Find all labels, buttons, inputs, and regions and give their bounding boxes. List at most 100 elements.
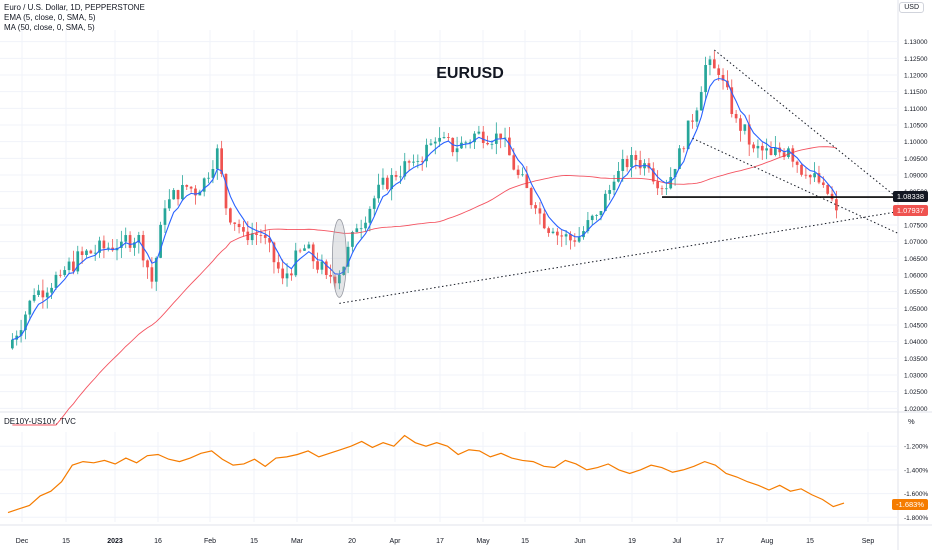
time-tick-label: 17 [716,538,724,545]
candle [630,146,633,178]
time-tick-label: 17 [436,538,444,545]
candle-body [276,262,280,269]
candle [72,250,75,275]
candle-body [547,228,550,233]
time-tick-label: Apr [390,538,402,545]
candle [774,136,777,157]
candle [582,226,585,240]
candle-body [438,137,441,142]
price-tick-label: 1.10500 [904,123,928,130]
price-tick-label: 1.10000 [904,139,928,146]
candle [678,145,681,170]
candle [85,249,88,258]
candle-body [433,141,437,144]
candle-body [712,59,716,69]
candle [760,142,764,160]
candle [346,241,350,274]
price-tick-label: 1.03000 [904,373,928,380]
candle [189,186,193,193]
candle-body [538,208,542,214]
spread-value-badge: -1.683% [892,499,928,511]
candle-body [499,133,503,139]
candle-body [320,261,324,270]
candle-body [752,144,755,149]
candle-body [150,267,154,282]
candle-body [774,147,777,155]
candle [551,227,555,235]
candle-body [756,145,760,149]
candle [133,237,136,256]
time-tick-label: Jun [574,538,585,545]
candle [329,264,332,284]
candle-body [708,59,712,65]
price-tick-label: 1.11000 [904,106,927,113]
candle-body [603,193,607,211]
candle-body [290,273,293,276]
candle [351,230,354,252]
candle-body [608,190,612,194]
candle [146,259,149,279]
candle [564,230,568,246]
candle [224,173,228,215]
candle [320,254,324,275]
time-tick-label: Sep [862,538,875,545]
candle-body [460,142,463,149]
candle-body [399,176,402,178]
candle [159,221,162,259]
candle [529,186,533,209]
candle-body [19,330,23,336]
candle [595,214,598,221]
candle [603,190,607,212]
candle [307,241,311,249]
candle-body [120,241,123,248]
candle-body [255,233,258,235]
candle-body [669,177,673,189]
candle-body [782,152,786,158]
candle [137,231,141,254]
candle-body [215,148,219,169]
sub-unit-label: % [908,417,915,426]
candle [76,245,80,275]
candle [412,154,415,167]
highlight-ellipse [331,218,347,298]
candle-body [582,231,585,238]
candle-body [787,148,790,158]
candle [621,149,625,182]
candle-body [455,148,459,153]
candle-body [490,143,494,145]
currency-unit-button[interactable]: USD [899,2,924,13]
candle [521,167,524,177]
candle-body [76,251,80,272]
candle-body [15,335,19,340]
candle-body [351,231,354,247]
candle [695,107,699,128]
candle-body [747,124,751,145]
resistance-trendline [714,49,899,199]
candle-body [172,190,176,200]
candle [442,131,446,139]
time-tick-label: 15 [521,538,529,545]
candle [303,244,306,252]
candle-body [346,246,350,267]
candle-body [338,275,341,284]
candle-body [202,178,206,192]
candle-body [734,113,738,119]
candle [656,170,659,195]
candle-body [37,290,40,295]
candle [660,185,664,195]
candle-body [826,185,830,194]
candle [181,175,184,201]
candle-body [656,181,659,189]
candle [617,162,620,183]
spread-tick-label: -1.400% [904,467,928,474]
candle [381,168,385,190]
candle [242,220,245,237]
candle [394,170,398,181]
candle [747,114,751,157]
ema-legend: EMA (5, close, 0, SMA, 5) [4,13,96,22]
candle [316,252,319,274]
candle-body [137,235,141,243]
candle [608,184,612,201]
candle [769,141,773,156]
